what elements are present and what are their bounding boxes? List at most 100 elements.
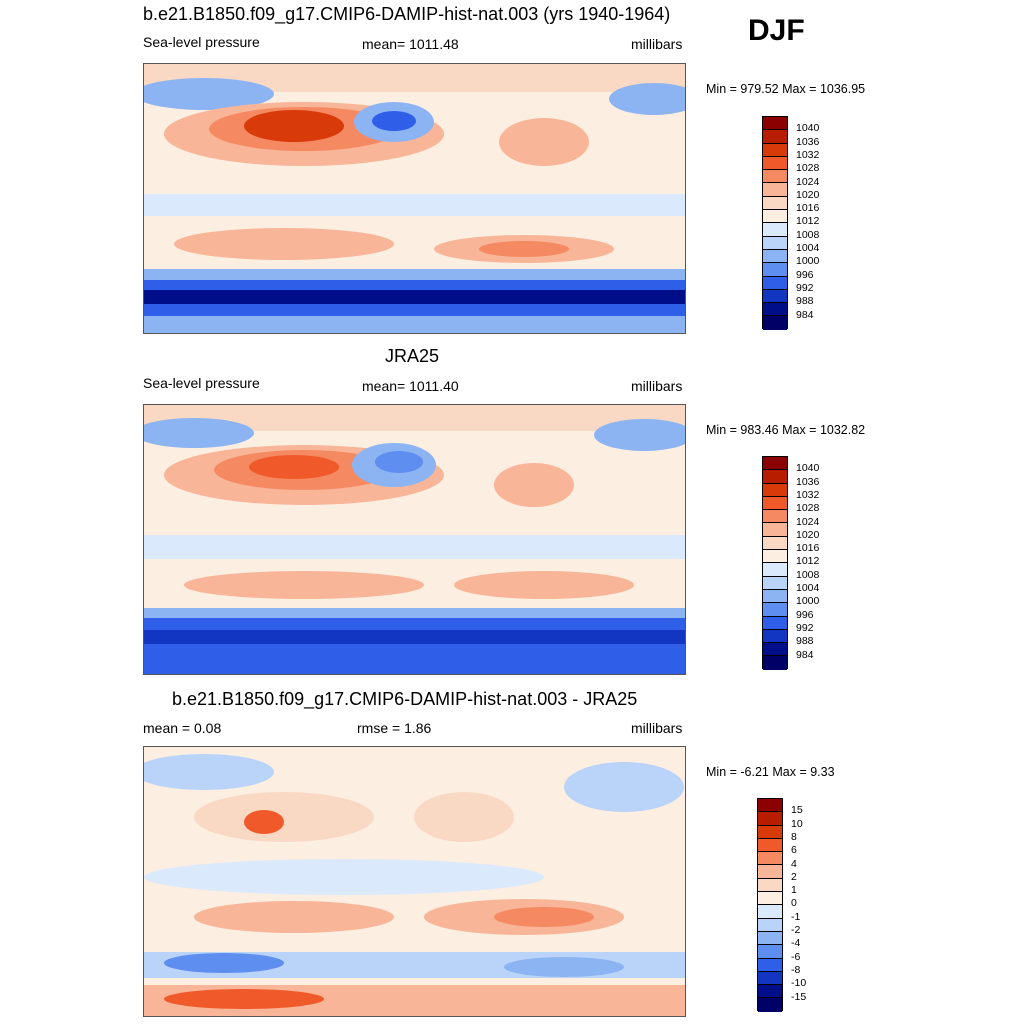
colorbar-box [763, 263, 787, 277]
colorbar-box [763, 236, 787, 250]
colorbar-tick-label: 4 [791, 857, 797, 870]
colorbar-tick-label: 6 [791, 844, 797, 857]
panel-1-variable: Sea-level pressure [143, 34, 260, 50]
panel-2-map [143, 404, 686, 675]
colorbar-tick-label: 1028 [796, 502, 820, 515]
colorbar-box [758, 958, 782, 972]
colorbar-box [758, 905, 782, 919]
colorbar-tick-label: 996 [796, 608, 814, 621]
colorbar-box [758, 971, 782, 986]
colorbar-tick-label: 988 [796, 295, 814, 308]
colorbar-tick-label: 1016 [796, 202, 820, 215]
panel-2-field [144, 405, 685, 674]
colorbar-box [763, 656, 787, 670]
colorbar-box [763, 210, 787, 224]
colorbar-tick-label: 984 [796, 648, 814, 661]
colorbar-tick-label: 1020 [796, 528, 820, 541]
colorbar-tick-label: 1036 [796, 475, 820, 488]
colorbar-box [763, 496, 787, 511]
panel-1-minmax: Min = 979.52 Max = 1036.95 [706, 82, 866, 96]
colorbar-tick-label: -4 [791, 937, 801, 950]
colorbar-box [763, 170, 787, 184]
colorbar-tick-label: -8 [791, 963, 801, 976]
panel-3-title: b.e21.B1850.f09_g17.CMIP6-DAMIP-hist-nat… [172, 689, 638, 709]
panel-3-field [144, 747, 685, 1016]
panel-2-units: millibars [631, 378, 683, 394]
colorbar-tick-label: 1012 [796, 555, 820, 568]
colorbar-box [763, 276, 787, 290]
colorbar-tick-label: 0 [791, 897, 797, 910]
panel-1-title: b.e21.B1850.f09_g17.CMIP6-DAMIP-hist-nat… [143, 4, 671, 24]
colorbar-box [763, 316, 787, 330]
colorbar-tick-label: 8 [791, 830, 797, 843]
panel-1-mean: mean= 1011.48 [362, 36, 459, 52]
colorbar-tick-label: 10 [791, 817, 803, 830]
colorbar-tick-label: 1008 [796, 228, 820, 241]
colorbar-box [758, 852, 782, 866]
colorbar-tick-label: 1028 [796, 162, 820, 175]
colorbar-tick-label: 1032 [796, 148, 820, 161]
colorbar-box [758, 918, 782, 932]
colorbar-box [763, 483, 787, 497]
colorbar-box [763, 183, 787, 197]
colorbar-box [763, 616, 787, 630]
colorbar-tick-label: 1016 [796, 542, 820, 555]
colorbar-box [763, 130, 787, 144]
panel-1-map [143, 63, 686, 334]
colorbar-box [758, 799, 782, 813]
colorbar-tick-label: 992 [796, 621, 814, 634]
colorbar-box [758, 931, 782, 946]
panel-3-units: millibars [631, 720, 683, 736]
colorbar-tick-label: 2 [791, 870, 797, 883]
colorbar-2 [762, 456, 788, 670]
panel-2-title: JRA25 [385, 346, 440, 366]
colorbar-tick-label: 1008 [796, 568, 820, 581]
colorbar-box [763, 470, 787, 484]
season-label: DJF [748, 14, 805, 47]
colorbar-box [758, 945, 782, 959]
colorbar-tick-label: 1004 [796, 582, 820, 594]
panel-3-mean: mean = 0.08 [143, 720, 222, 736]
colorbar-tick-label: 988 [796, 635, 814, 648]
colorbar-box [763, 523, 787, 537]
colorbar-tick-label: 1040 [796, 122, 820, 135]
colorbar-box [763, 563, 787, 577]
colorbar-tick-label: 15 [791, 804, 803, 817]
colorbar-tick-label: -2 [791, 924, 801, 936]
colorbar-box [763, 289, 787, 304]
panel-2-minmax: Min = 983.46 Max = 1032.82 [706, 423, 866, 437]
colorbar-tick-label: 1 [791, 884, 797, 897]
colorbar-box [763, 249, 787, 264]
colorbar-box [763, 550, 787, 564]
panel-1-field [144, 64, 685, 333]
colorbar-tick-label: -10 [791, 977, 807, 990]
colorbar-box [763, 589, 787, 604]
colorbar-1 [762, 116, 788, 330]
colorbar-tick-label: -6 [791, 950, 801, 963]
colorbar-box [763, 576, 787, 590]
colorbar-tick-label: 1020 [796, 188, 820, 201]
colorbar-box [763, 629, 787, 644]
panel-1-units: millibars [631, 36, 683, 52]
colorbar-3 [757, 798, 783, 1012]
colorbar-tick-label: 1000 [796, 595, 820, 608]
colorbar-tick-label: 1012 [796, 215, 820, 228]
colorbar-tick-label: 1040 [796, 462, 820, 475]
panel-2-mean: mean= 1011.40 [362, 378, 459, 394]
colorbar-box [758, 825, 782, 839]
colorbar-box [763, 143, 787, 157]
colorbar-box [758, 998, 782, 1012]
colorbar-tick-label: 984 [796, 308, 814, 321]
colorbar-box [758, 985, 782, 999]
colorbar-box [763, 510, 787, 524]
colorbar-tick-label: 1024 [796, 515, 820, 528]
colorbar-box [763, 156, 787, 171]
colorbar-tick-label: 1024 [796, 175, 820, 188]
panel-3-rmse: rmse = 1.86 [357, 720, 432, 736]
colorbar-tick-label: 1032 [796, 488, 820, 501]
colorbar-box [763, 196, 787, 211]
colorbar-box [758, 892, 782, 906]
colorbar-box [763, 117, 787, 131]
colorbar-tick-label: 996 [796, 268, 814, 281]
colorbar-tick-label: 1036 [796, 135, 820, 148]
